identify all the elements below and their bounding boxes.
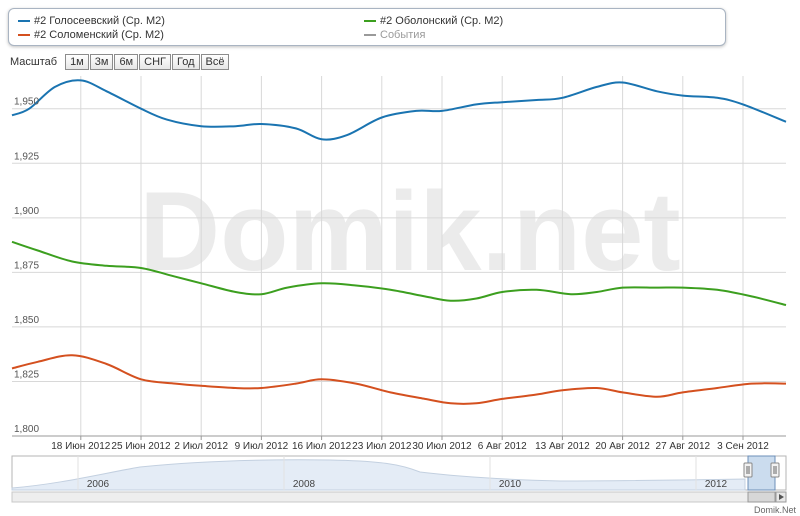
- navigator-handle[interactable]: [743, 462, 753, 478]
- navigator-tick-label: 2008: [293, 479, 316, 490]
- legend-item-label: События: [380, 29, 426, 41]
- range-navigator[interactable]: 2006 2008 2010 2012: [11, 455, 787, 503]
- legend-item[interactable]: #2 Голосеевский (Ср. М2): [18, 14, 165, 28]
- x-tick-label: 25 Июн 2012: [111, 441, 171, 452]
- chevron-right-icon: [779, 494, 784, 500]
- x-tick-label: 18 Июн 2012: [51, 441, 111, 452]
- navigator-scrollbar-track[interactable]: [11, 491, 787, 503]
- legend-item[interactable]: #2 Соломенский (Ср. М2): [18, 28, 164, 42]
- x-tick-label: 9 Июл 2012: [235, 441, 289, 452]
- navigator-series-area: [11, 459, 746, 491]
- legend-item-label: #2 Оболонский (Ср. М2): [380, 15, 504, 27]
- navigator-scrollbar-thumb[interactable]: [747, 491, 776, 503]
- series-line-0[interactable]: [11, 79, 787, 141]
- navigator-tick-label: 2012: [705, 479, 728, 490]
- series-line-2[interactable]: [11, 354, 787, 405]
- x-tick-label: 20 Авг 2012: [595, 441, 650, 452]
- zoom-button-6m[interactable]: 6м: [114, 54, 139, 70]
- x-tick-label: 2 Июл 2012: [174, 441, 228, 452]
- x-tick-label: 23 Июл 2012: [352, 441, 412, 452]
- zoom-label: Масштаб: [10, 56, 58, 68]
- x-tick-label: 16 Июл 2012: [292, 441, 352, 452]
- zoom-toolbar: Масштаб 1м 3м 6м СНГ Год Всё: [10, 54, 230, 70]
- legend-item[interactable]: События: [364, 28, 425, 42]
- chart-legend: #2 Голосеевский (Ср. М2) #2 Соломенский …: [8, 8, 726, 46]
- zoom-button-ytd[interactable]: СНГ: [139, 54, 171, 70]
- legend-item-label: #2 Соломенский (Ср. М2): [34, 29, 164, 41]
- navigator-handle[interactable]: [770, 462, 780, 478]
- x-tick-label: 30 Июл 2012: [412, 441, 472, 452]
- zoom-button-all[interactable]: Всё: [200, 54, 230, 70]
- x-tick-label: 13 Авг 2012: [535, 441, 590, 452]
- x-tick-label: 27 Авг 2012: [656, 441, 711, 452]
- legend-item[interactable]: #2 Оболонский (Ср. М2): [364, 14, 503, 28]
- legend-swatch: [364, 34, 376, 36]
- zoom-button-1m[interactable]: 1м: [65, 54, 89, 70]
- legend-item-label: #2 Голосеевский (Ср. М2): [34, 15, 165, 27]
- navigator-tick-label: 2010: [499, 479, 522, 490]
- legend-swatch: [18, 20, 30, 22]
- zoom-button-3m[interactable]: 3м: [89, 54, 114, 70]
- series-line-1[interactable]: [11, 240, 787, 307]
- x-tick-label: 6 Авг 2012: [478, 441, 527, 452]
- zoom-button-year[interactable]: Год: [171, 54, 200, 70]
- y-tick-label: 1,925: [14, 151, 39, 162]
- navigator-tick-label: 2006: [87, 479, 110, 490]
- y-tick-label: 1,900: [14, 206, 39, 217]
- watermark: Domik.net: [139, 169, 680, 294]
- y-tick-label: 1,800: [14, 424, 39, 435]
- legend-swatch: [18, 34, 30, 36]
- y-tick-label: 1,875: [14, 260, 39, 271]
- brand-credit: Domik.Net: [753, 505, 796, 515]
- legend-swatch: [364, 20, 376, 22]
- y-tick-label: 1,825: [14, 369, 39, 380]
- y-tick-label: 1,950: [14, 97, 39, 108]
- x-tick-label: 3 Сен 2012: [717, 441, 769, 452]
- y-tick-label: 1,850: [14, 315, 39, 326]
